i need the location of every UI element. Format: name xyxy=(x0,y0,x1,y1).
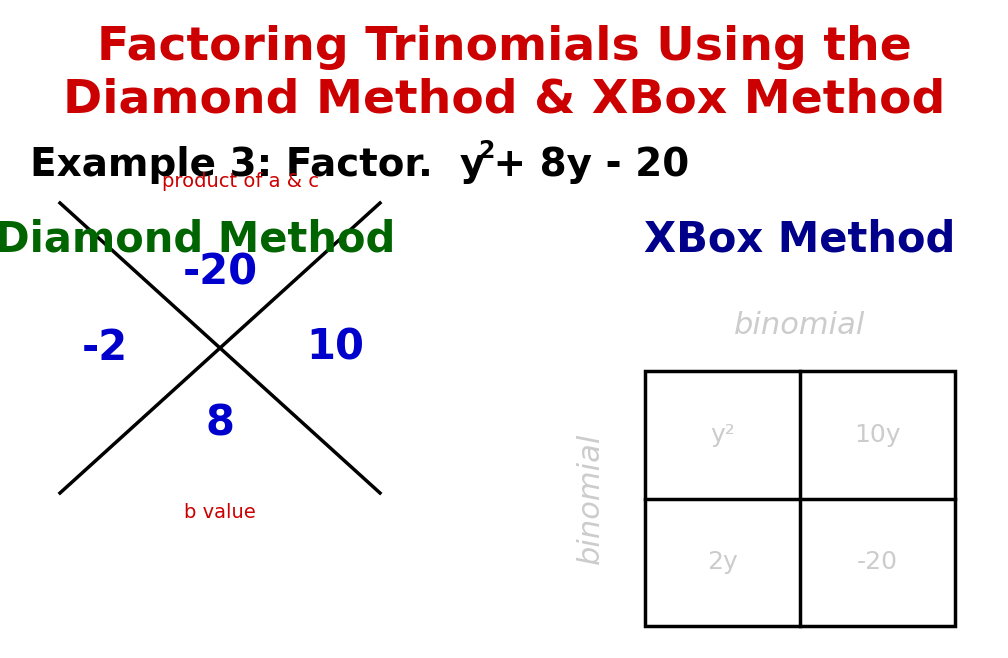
Text: 2: 2 xyxy=(478,139,494,163)
Bar xyxy=(645,371,955,626)
Text: 10y: 10y xyxy=(854,422,901,447)
Text: Diamond Method: Diamond Method xyxy=(0,219,395,261)
Text: -20: -20 xyxy=(857,550,898,574)
Text: Diamond Method & XBox Method: Diamond Method & XBox Method xyxy=(62,78,946,122)
Text: 8: 8 xyxy=(206,403,235,444)
Text: b value: b value xyxy=(184,503,256,522)
Text: Factoring Trinomials Using the: Factoring Trinomials Using the xyxy=(97,26,911,70)
Text: product of a & c: product of a & c xyxy=(161,172,319,191)
Text: 10: 10 xyxy=(306,327,364,369)
Text: XBox Method: XBox Method xyxy=(644,219,956,261)
Text: binomial: binomial xyxy=(576,433,605,564)
Text: -20: -20 xyxy=(182,251,258,293)
Text: + 8y - 20: + 8y - 20 xyxy=(480,146,689,184)
Text: binomial: binomial xyxy=(734,311,866,340)
Text: -2: -2 xyxy=(82,327,128,369)
Text: y²: y² xyxy=(710,422,735,447)
Text: Example 3: Factor.  y: Example 3: Factor. y xyxy=(30,146,485,184)
Text: 2y: 2y xyxy=(708,550,738,574)
